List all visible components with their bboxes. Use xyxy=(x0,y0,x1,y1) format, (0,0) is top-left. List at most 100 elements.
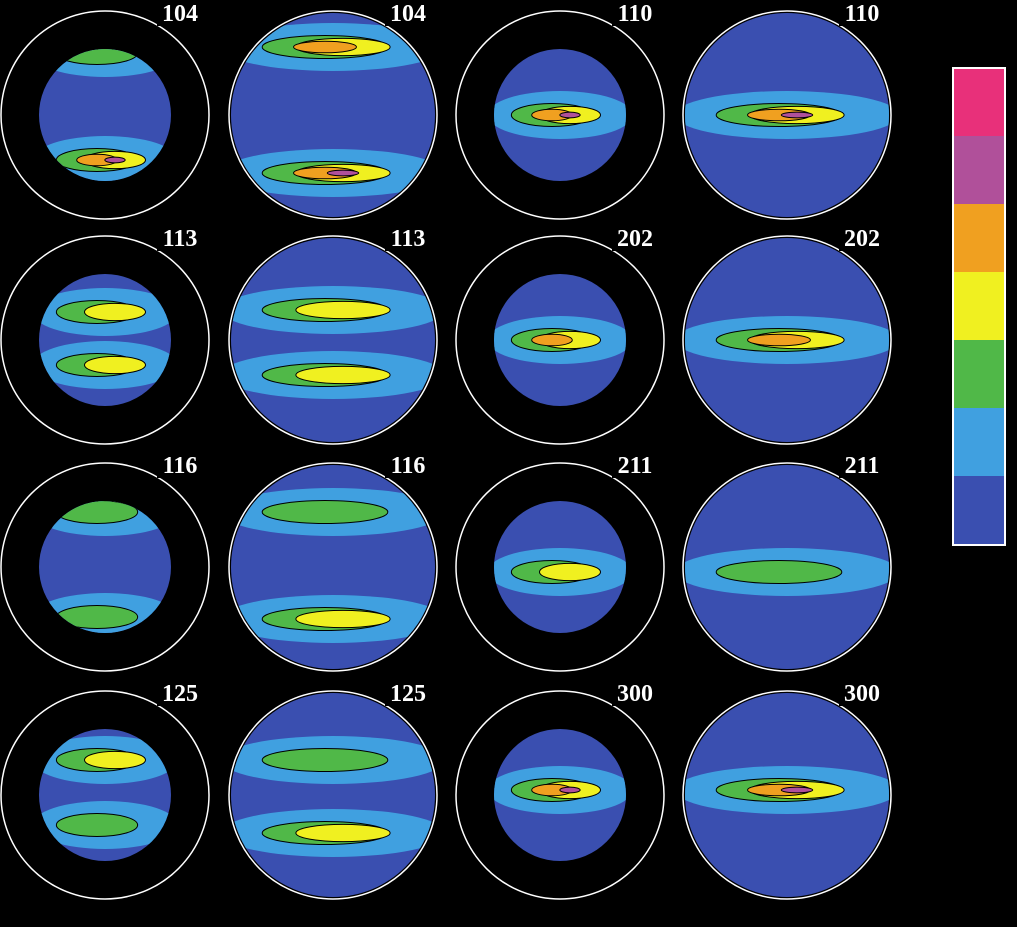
intensity-band xyxy=(295,300,391,320)
pole-figure: 110 xyxy=(682,0,892,220)
panel-label: 104 xyxy=(162,1,198,27)
intensity-band xyxy=(295,609,391,629)
panel-label: 125 xyxy=(390,681,426,707)
outline xyxy=(682,690,892,900)
label-bg xyxy=(157,225,203,251)
panel-label: 202 xyxy=(617,226,653,252)
scale-step xyxy=(953,408,1005,476)
panel-label: 300 xyxy=(617,681,653,707)
panel-label: 211 xyxy=(845,453,880,479)
outline xyxy=(0,690,210,900)
bands xyxy=(685,548,889,596)
outline xyxy=(0,10,210,220)
outline xyxy=(682,462,892,672)
outline xyxy=(455,235,665,445)
outline xyxy=(682,10,892,220)
bands xyxy=(231,736,435,857)
outline xyxy=(0,462,210,672)
scale-step xyxy=(953,136,1005,204)
disk xyxy=(231,238,435,442)
bands xyxy=(39,288,171,389)
label-bg xyxy=(612,0,658,26)
panel-label: 116 xyxy=(391,453,426,479)
intensity-band xyxy=(715,559,843,585)
label-bg xyxy=(612,452,658,478)
panel-label: 211 xyxy=(618,453,653,479)
pole-figure: 211 xyxy=(682,452,892,672)
panel-label: 300 xyxy=(844,681,880,707)
outline xyxy=(228,690,438,900)
scale-step xyxy=(953,272,1005,340)
intensity-band xyxy=(780,111,814,119)
pole-figure: 113 xyxy=(228,225,438,445)
panel-label: 125 xyxy=(162,681,198,707)
panel-label: 110 xyxy=(618,1,653,27)
outline xyxy=(228,10,438,220)
label-bg xyxy=(157,680,203,706)
intensity-band xyxy=(84,302,146,322)
disk xyxy=(231,693,435,897)
pole-figure: 116 xyxy=(228,452,438,672)
intensity-band xyxy=(295,823,391,843)
bands xyxy=(685,316,889,364)
label-bg xyxy=(839,225,885,251)
pole-figure: 110 xyxy=(455,0,665,220)
intensity-band xyxy=(104,156,126,164)
bands xyxy=(231,23,435,197)
pole-figure: 125 xyxy=(0,680,210,900)
panel-label: 113 xyxy=(391,226,426,252)
intensity-band xyxy=(84,750,146,770)
intensity-band xyxy=(261,499,389,525)
intensity-band xyxy=(747,333,811,347)
panel-label: 104 xyxy=(390,1,426,27)
bands xyxy=(685,766,889,814)
pole-figure: 113 xyxy=(0,225,210,445)
intensity-band xyxy=(293,40,357,54)
label-bg xyxy=(839,452,885,478)
outline xyxy=(682,235,892,445)
bands xyxy=(685,91,889,139)
scale-step xyxy=(953,340,1005,408)
label-bg xyxy=(157,0,203,26)
scale-step xyxy=(953,68,1005,136)
intensity-band xyxy=(261,747,389,773)
label-bg xyxy=(385,0,431,26)
pole-figure: 300 xyxy=(455,680,665,900)
intensity-band xyxy=(55,812,139,838)
intensity-band xyxy=(559,786,581,794)
label-bg xyxy=(839,0,885,26)
label-bg xyxy=(839,680,885,706)
pole-figure: 202 xyxy=(682,225,892,445)
panel-label: 202 xyxy=(844,226,880,252)
outline xyxy=(0,235,210,445)
pole-figure: 202 xyxy=(455,225,665,445)
pole-figure: 300 xyxy=(682,680,892,900)
outline xyxy=(228,462,438,672)
label-bg xyxy=(385,452,431,478)
color-scale xyxy=(952,67,1006,546)
intensity-band xyxy=(539,562,601,582)
intensity-band xyxy=(84,355,146,375)
scale-step xyxy=(953,204,1005,272)
pole-figure: 125 xyxy=(228,680,438,900)
bands xyxy=(494,91,626,139)
label-bg xyxy=(385,680,431,706)
scale-step xyxy=(953,476,1005,545)
outline xyxy=(455,10,665,220)
intensity-band xyxy=(559,111,581,119)
outline xyxy=(228,235,438,445)
intensity-band xyxy=(295,365,391,385)
label-bg xyxy=(157,452,203,478)
intensity-band xyxy=(326,169,360,177)
label-bg xyxy=(385,225,431,251)
intensity-band xyxy=(780,786,814,794)
bands xyxy=(494,766,626,814)
panel-label: 116 xyxy=(163,453,198,479)
panel-label: 113 xyxy=(163,226,198,252)
bands xyxy=(494,316,626,364)
pole-figure: 211 xyxy=(455,452,665,672)
bands xyxy=(494,548,626,596)
label-bg xyxy=(612,225,658,251)
pole-figure: 104 xyxy=(228,0,438,220)
